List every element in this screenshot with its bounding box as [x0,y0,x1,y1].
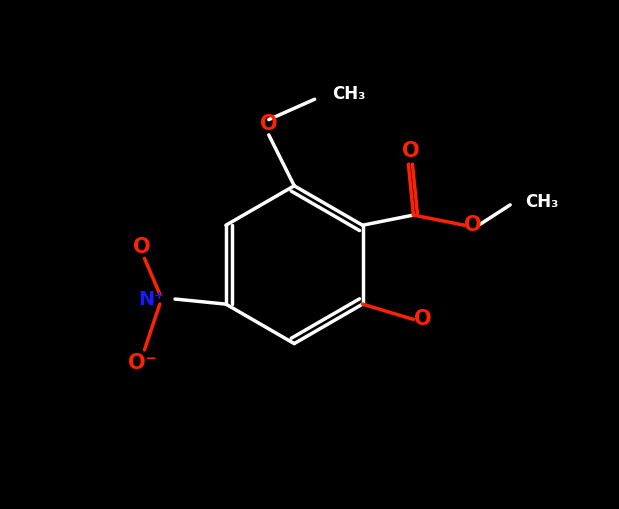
Text: CH₃: CH₃ [332,85,366,103]
Text: O: O [402,142,420,161]
Text: CH₃: CH₃ [526,193,559,211]
Text: O: O [464,215,482,235]
Text: O: O [260,114,277,134]
Text: O: O [133,237,151,257]
Text: O: O [414,309,431,329]
Text: O⁻: O⁻ [128,353,156,373]
Text: N⁺: N⁺ [139,290,165,308]
